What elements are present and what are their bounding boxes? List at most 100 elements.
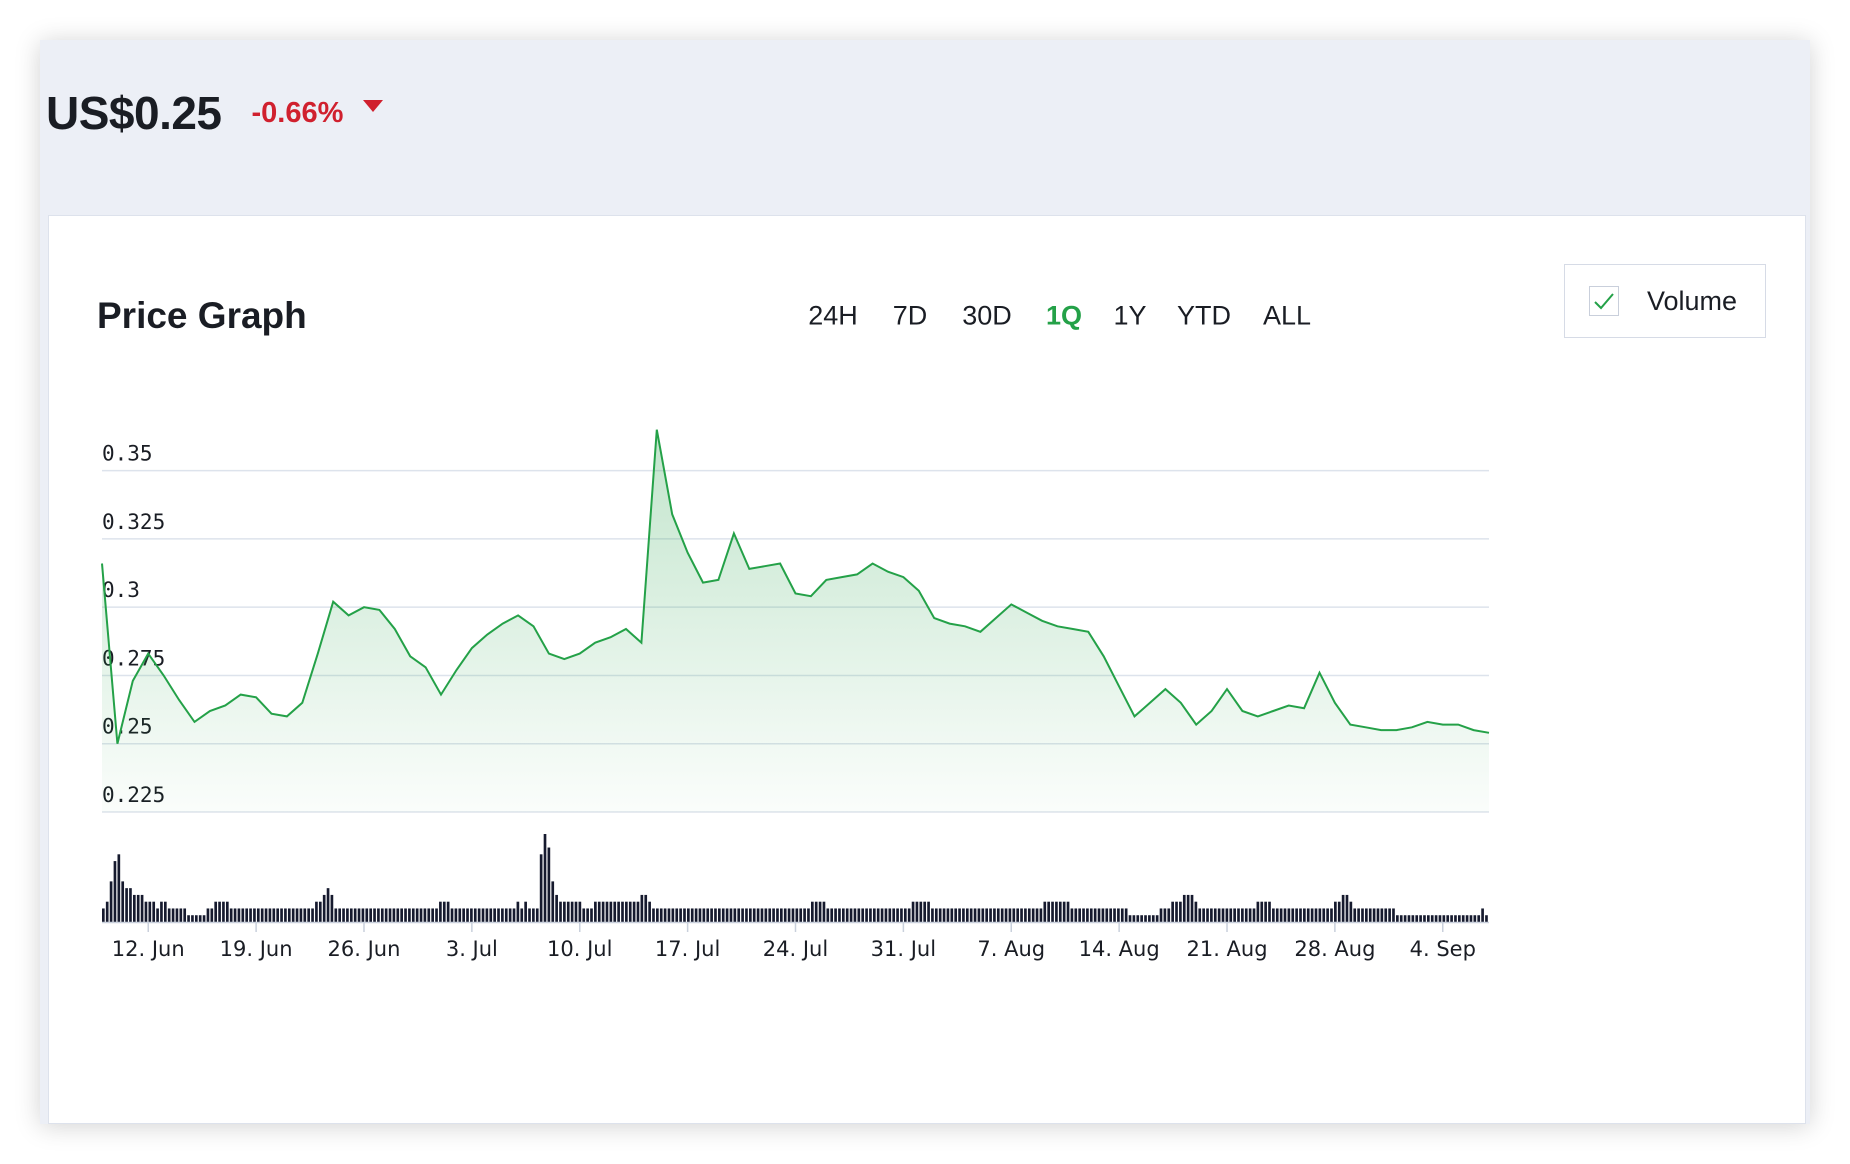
range-24h[interactable]: 24H [802,297,864,336]
volume-bar [148,901,152,922]
card-title: Price Graph [97,295,307,336]
volume-bar [1357,908,1360,922]
volume-bar [648,901,651,922]
volume-bar [1159,908,1163,922]
volume-bar [923,901,927,922]
volume-bar [892,908,896,922]
volume-bar [985,908,989,922]
volume-bar [725,908,729,922]
volume-bar [1086,908,1089,922]
volume-bar [841,908,845,922]
volume-bar [535,908,539,922]
x-tick-label: 7. Aug [977,937,1045,961]
volume-bar [989,908,992,922]
volume-bar [946,908,950,922]
volume-bar [419,908,423,922]
volume-bar [446,901,450,922]
volume-bar [1117,908,1120,922]
volume-bar [826,908,830,922]
volume-bar [1318,908,1322,922]
volume-bar [605,901,609,922]
range-ytd[interactable]: YTD [1171,297,1237,336]
volume-bar [1097,908,1101,922]
volume-bar [225,901,229,922]
volume-checkbox[interactable] [1589,286,1619,316]
range-7d[interactable]: 7D [887,297,934,336]
volume-bar [938,908,942,922]
volume-bar [1039,908,1043,922]
volume-bar [1295,908,1298,922]
volume-bar [667,908,671,922]
volume-bar [1078,908,1081,922]
range-30d[interactable]: 30D [956,297,1018,336]
volume-bar [838,908,841,922]
volume-bar [942,908,946,922]
volume-bar [597,901,601,922]
volume-bar [659,908,663,922]
volume-bar [404,908,407,922]
volume-bar [497,908,500,922]
volume-bar [1283,908,1287,922]
volume-bar [493,908,496,922]
volume-bar [760,908,764,922]
volume-bar [1272,908,1275,922]
volume-bar [315,901,318,922]
volume-bar [566,901,570,922]
volume-bar [807,908,810,922]
volume-bar [303,908,307,922]
volume-bar [1454,915,1457,922]
volume-bar [594,901,597,922]
volume-bar [179,908,183,922]
volume-bar [322,894,326,922]
range-1q[interactable]: 1Q [1040,297,1088,336]
range-1y[interactable]: 1Y [1107,297,1152,336]
volume-bar [423,908,427,922]
volume-bar [400,908,403,922]
volume-bar [539,854,543,922]
volume-bar [380,908,384,922]
volume-bar [791,908,795,922]
volume-bar [1469,915,1473,922]
price-area [102,429,1489,812]
volume-bar [318,901,322,922]
volume-bar [346,908,349,922]
volume-bar [1221,908,1225,922]
volume-bar [996,908,1000,922]
volume-bar [206,908,210,922]
volume-bar [1485,915,1488,922]
volume-bar [915,901,919,922]
volume-bar [896,908,899,922]
volume-bar [338,908,341,922]
volume-bar [954,908,958,922]
volume-bar [396,908,400,922]
volume-bar [822,901,826,922]
volume-bar [330,894,334,922]
volume-bar [1241,908,1244,922]
volume-bar [1310,908,1314,922]
volume-bar [749,908,752,922]
volume-bar [253,908,256,922]
volume-bar [136,894,140,922]
volume-bar [900,908,903,922]
volume-bar [1330,908,1333,922]
volume-bar [1093,908,1097,922]
volume-bar [241,908,245,922]
volume-bar [481,908,485,922]
volume-bar [1202,908,1205,922]
volume-bar [365,908,369,922]
volume-bar [652,908,655,922]
volume-bar [1047,901,1050,922]
volume-bar [931,908,934,922]
volume-bar [958,908,961,922]
volume-bar [268,908,272,922]
volume-bar [454,908,458,922]
volume-bar [1190,894,1194,922]
range-all[interactable]: ALL [1257,297,1317,336]
volume-bar [993,908,996,922]
volume-toggle[interactable]: Volume [1564,264,1766,338]
volume-bar [962,908,965,922]
volume-bar [919,901,923,922]
x-tick-label: 21. Aug [1186,937,1267,961]
volume-bar [183,908,187,922]
volume-bar [1415,915,1419,922]
